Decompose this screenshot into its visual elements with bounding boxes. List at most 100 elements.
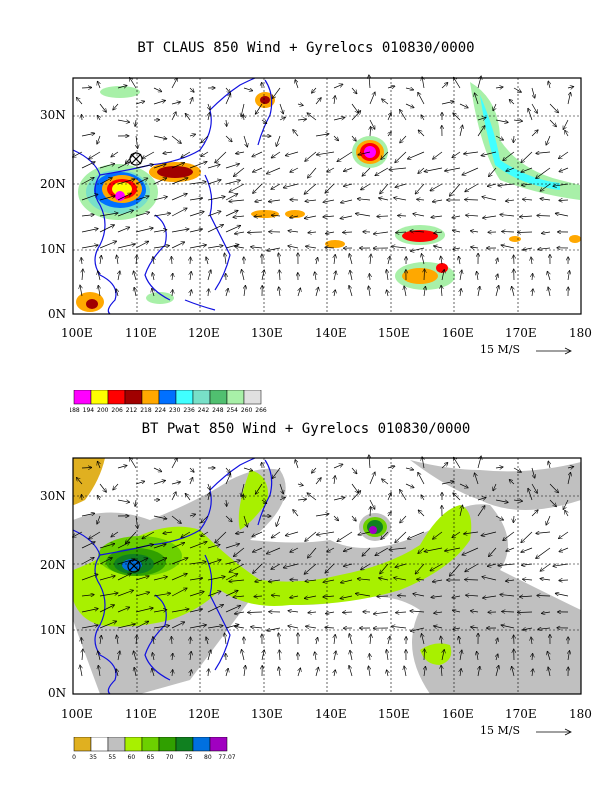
wind-vector (343, 612, 353, 613)
wind-vector (305, 200, 317, 201)
wind-vector (513, 120, 522, 121)
wind-vector (153, 544, 166, 549)
wind-vector (229, 563, 245, 572)
wind-vector (405, 468, 413, 470)
wind-vector (134, 271, 137, 281)
wind-vector (422, 77, 424, 89)
wind-vector (243, 515, 247, 527)
wind-vector (370, 127, 371, 137)
wind-vector (506, 547, 515, 551)
wind-vector (531, 637, 532, 645)
wind-vector (549, 483, 558, 493)
colorbar-swatch (124, 737, 143, 752)
wind-vector (388, 637, 390, 645)
lon-label: 130E (251, 707, 283, 721)
wind-vector (370, 254, 371, 265)
wind-vector (135, 545, 153, 549)
wind-vector (135, 558, 148, 565)
wind-vector (351, 87, 357, 94)
wind-vector (408, 531, 425, 539)
wind-vector (559, 580, 569, 581)
wind-vector (163, 532, 173, 533)
wind-vector (201, 515, 209, 523)
wind-vector (81, 178, 94, 185)
lon-label: 110E (125, 707, 157, 721)
wind-vector (290, 167, 299, 172)
wind-vector (542, 612, 551, 613)
wind-vector (284, 183, 299, 188)
wind-vector (387, 650, 389, 661)
wind-vector (351, 491, 361, 501)
wind-vector (477, 272, 478, 281)
wind-vector (323, 580, 335, 582)
colorbar-swatch (175, 737, 194, 752)
wind-vector (171, 257, 172, 265)
wind-vector (297, 104, 303, 105)
wind-vector (153, 558, 167, 565)
wind-vector (135, 212, 149, 217)
wind-vector (261, 120, 267, 123)
wind-vector (98, 286, 100, 297)
wind-vector (225, 194, 238, 201)
wind-vector (498, 184, 515, 186)
wind-vector (369, 455, 370, 469)
wind-vector (171, 163, 184, 169)
wind-vector (471, 231, 479, 232)
wind-vector (387, 290, 388, 297)
wind-vector (305, 151, 317, 161)
wind-vector (153, 257, 154, 265)
wind-vector (340, 595, 353, 599)
wind-vector (288, 626, 299, 628)
wind-vector (272, 531, 281, 538)
colorbar-swatch (158, 737, 177, 752)
wind-vector (117, 120, 129, 122)
wind-vector (207, 605, 223, 613)
wind-vector (152, 289, 154, 297)
wind-vector (276, 135, 281, 146)
colorbar-swatch (73, 737, 92, 752)
wind-vector (117, 255, 118, 265)
wind-vector (308, 612, 317, 613)
wind-vector (404, 666, 406, 677)
wind-vector (358, 151, 371, 155)
wind-vector (253, 547, 263, 552)
wind-vector (453, 610, 461, 612)
wind-vector (269, 580, 281, 582)
wind-vector (382, 99, 389, 105)
wind-vector (135, 196, 149, 201)
wind-vector (538, 628, 551, 629)
wind-vector (111, 531, 119, 537)
wind-vector (387, 493, 391, 501)
wind-vector (172, 274, 173, 281)
wind-vector (288, 246, 299, 248)
wind-vector (478, 667, 480, 677)
colorbar-tick: 200 (97, 407, 109, 414)
colorbar-tick: 230 (169, 407, 181, 414)
wind-vector (189, 212, 204, 217)
wind-vector (482, 577, 497, 581)
wind-vector (190, 257, 191, 265)
wind-vector (279, 270, 280, 281)
wind-vector (208, 103, 210, 110)
wind-vector (506, 580, 515, 581)
wind-vector (255, 200, 263, 202)
wind-vector (379, 198, 389, 200)
wind-vector (267, 247, 281, 251)
wind-vector (512, 287, 514, 297)
wind-vector (136, 515, 138, 528)
wind-vector (189, 592, 204, 597)
wind-vector (225, 515, 232, 522)
wind-vector (538, 248, 551, 249)
wind-vector (261, 500, 267, 503)
wind-vector (433, 151, 443, 159)
wind-vector (398, 596, 407, 597)
wind-vector (233, 216, 245, 217)
wind-vector (267, 627, 281, 631)
wind-vector (369, 654, 370, 661)
wind-vector (190, 637, 191, 645)
wind-vector (279, 287, 280, 297)
wind-vector (243, 495, 244, 501)
wind-vector (225, 94, 231, 105)
wind-vector (415, 563, 425, 574)
